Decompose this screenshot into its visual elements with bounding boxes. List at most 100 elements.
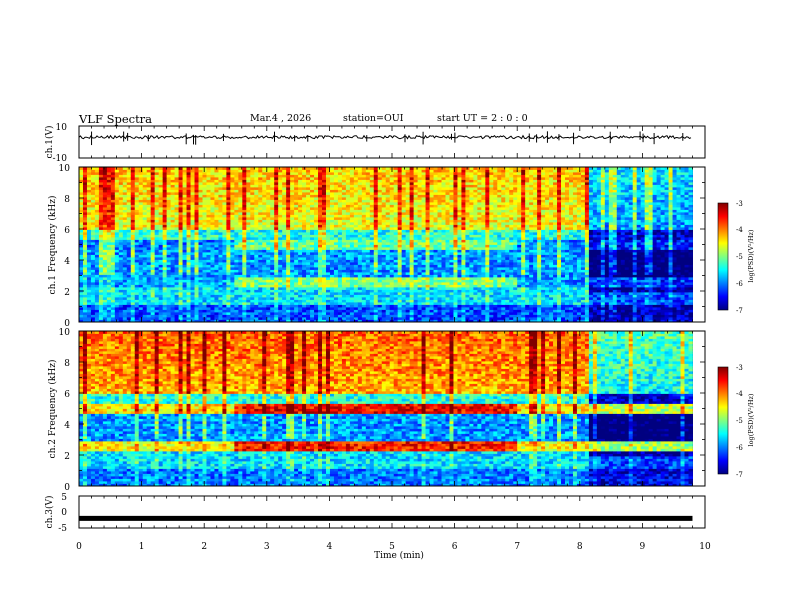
- ch1-spectrogram-cell: [87, 240, 91, 243]
- ch1-spectrogram-cell: [103, 222, 107, 225]
- ch1-spectrogram-cell: [222, 185, 226, 188]
- ch1-spectrogram-cell: [91, 310, 95, 313]
- ch1-spectrogram-cell: [238, 250, 242, 253]
- ch1-spectrogram-cell: [95, 305, 99, 308]
- ch1-spectrogram-cell: [234, 190, 238, 193]
- ch1-spectrogram-cell: [87, 255, 91, 258]
- ch1-spectrogram-cell: [159, 182, 163, 185]
- ch1-spectrogram-cell: [147, 210, 151, 213]
- ch1-spectrogram-cell: [195, 275, 199, 278]
- ch1-spectrogram-cell: [230, 305, 234, 308]
- ch1-spectrogram-cell: [83, 297, 87, 300]
- ch1-spectrogram-cell: [222, 297, 226, 300]
- ch1-spectrogram-cell: [95, 202, 99, 205]
- ch1-spectrogram-cell: [234, 297, 238, 300]
- ch1-spectrogram-cell: [242, 297, 246, 300]
- ch1-spectrogram-cell: [202, 225, 206, 228]
- ch1-spectrogram-cell: [139, 187, 143, 190]
- ch1-spectrogram-cell: [242, 202, 246, 205]
- ch1-spectrogram-cell: [202, 262, 206, 265]
- ch1-spectrogram-cell: [202, 315, 206, 318]
- ch1-spectrogram-cell: [87, 292, 91, 295]
- ch1-spectrogram-cell: [230, 270, 234, 273]
- ch1-spectrogram-cell: [230, 302, 234, 305]
- ch1-spectrogram-cell: [199, 292, 203, 295]
- ch1-spectrogram-cell: [163, 175, 167, 178]
- ch1-spectrogram-cell: [115, 240, 119, 243]
- ch1-spectrogram-cell: [191, 205, 195, 208]
- ch1-spectrogram-cell: [139, 302, 143, 305]
- ch1-spectrogram-cell: [159, 237, 163, 240]
- ch1-spectrogram-cell: [226, 210, 230, 213]
- ch1-spectrogram-cell: [127, 290, 131, 293]
- ch1-spectrogram-cell: [175, 177, 179, 180]
- ch1-spectrogram-cell: [143, 185, 147, 188]
- ch1-spectrogram-cell: [111, 312, 115, 315]
- ch1-spectrogram-cell: [191, 292, 195, 295]
- ch1-spectrogram-cell: [95, 285, 99, 288]
- ch1-spectrogram-cell: [151, 227, 155, 230]
- ch1-spectrogram-cell: [159, 175, 163, 178]
- ch1-spectrogram-cell: [107, 272, 111, 275]
- ch1-spectrogram-cell: [195, 197, 199, 200]
- ch1-spectrogram-cell: [175, 290, 179, 293]
- ch1-spectrogram-cell: [187, 222, 191, 225]
- ch1-spectrogram-cell: [79, 257, 83, 260]
- ch1-spectrogram-cell: [179, 272, 183, 275]
- ch1-spectrogram-cell: [83, 282, 87, 285]
- ch1-spectrogram-cell: [179, 265, 183, 268]
- ch1-spectrogram-cell: [127, 170, 131, 173]
- ch1-spectrogram-cell: [246, 222, 250, 225]
- ch1-spectrogram-cell: [151, 315, 155, 318]
- ch1-spectrogram-cell: [151, 287, 155, 290]
- ch1-spectrogram-cell: [202, 240, 206, 243]
- ch1-spectrogram-cell: [210, 310, 214, 313]
- ch1-spectrogram-cell: [95, 292, 99, 295]
- ch1-spectrogram-cell: [151, 197, 155, 200]
- ch1-spectrogram-cell: [79, 172, 83, 175]
- ch1-spectrogram-cell: [195, 310, 199, 313]
- ch1-spectrogram-cell: [179, 282, 183, 285]
- ch1-spectrogram-cell: [163, 250, 167, 253]
- ch1-spectrogram-cell: [187, 202, 191, 205]
- ch1-spectrogram-cell: [187, 282, 191, 285]
- ch1-spectrogram-cell: [123, 277, 127, 280]
- ch1-spectrogram-cell: [115, 235, 119, 238]
- ch1-spectrogram-cell: [199, 265, 203, 268]
- ch1-spectrogram-cell: [246, 255, 250, 258]
- ch1-spectrogram-cell: [87, 222, 91, 225]
- ch1-spectrogram-cell: [234, 310, 238, 313]
- ch1-spectrogram-cell: [111, 230, 115, 233]
- ch1-spectrogram-cell: [127, 247, 131, 250]
- ch1-spectrogram-cell: [79, 312, 83, 315]
- ch1-spectrogram-cell: [171, 172, 175, 175]
- ch1-spectrogram-cell: [218, 240, 222, 243]
- ch1-spectrogram-cell: [127, 295, 131, 298]
- ch1-spectrogram-cell: [167, 197, 171, 200]
- ch1-spectrogram-cell: [199, 240, 203, 243]
- ch1-spectrogram-cell: [167, 185, 171, 188]
- ch1-spectrogram-cell: [127, 235, 131, 238]
- ch1-spectrogram-cell: [230, 300, 234, 303]
- ch1-spectrogram-cell: [103, 212, 107, 215]
- ch1-spectrogram-cell: [222, 202, 226, 205]
- ch1-spectrogram-cell: [171, 292, 175, 295]
- ch1-spectrogram-cell: [107, 257, 111, 260]
- ch1-spectrogram-cell: [79, 292, 83, 295]
- ch1-spectrogram-cell: [135, 225, 139, 228]
- ch1-spectrogram-cell: [163, 297, 167, 300]
- ch1-spectrogram-cell: [175, 295, 179, 298]
- ch1-spectrogram-cell: [147, 280, 151, 283]
- ch1-spectrogram-cell: [191, 252, 195, 255]
- ch1-spectrogram-cell: [119, 227, 123, 230]
- ch1-spectrogram-cell: [115, 247, 119, 250]
- ch1-spectrogram-cell: [91, 285, 95, 288]
- ch1-spectrogram-cell: [206, 180, 210, 183]
- ch1-spectrogram-cell: [195, 297, 199, 300]
- ch1-spectrogram-cell: [127, 195, 131, 198]
- ch1-spectrogram-cell: [119, 172, 123, 175]
- ch1-spectrogram-cell: [214, 247, 218, 250]
- ch1-spectrogram-cell: [127, 302, 131, 305]
- ch1-spectrogram-cell: [119, 290, 123, 293]
- ch1-spectrogram-cell: [214, 310, 218, 313]
